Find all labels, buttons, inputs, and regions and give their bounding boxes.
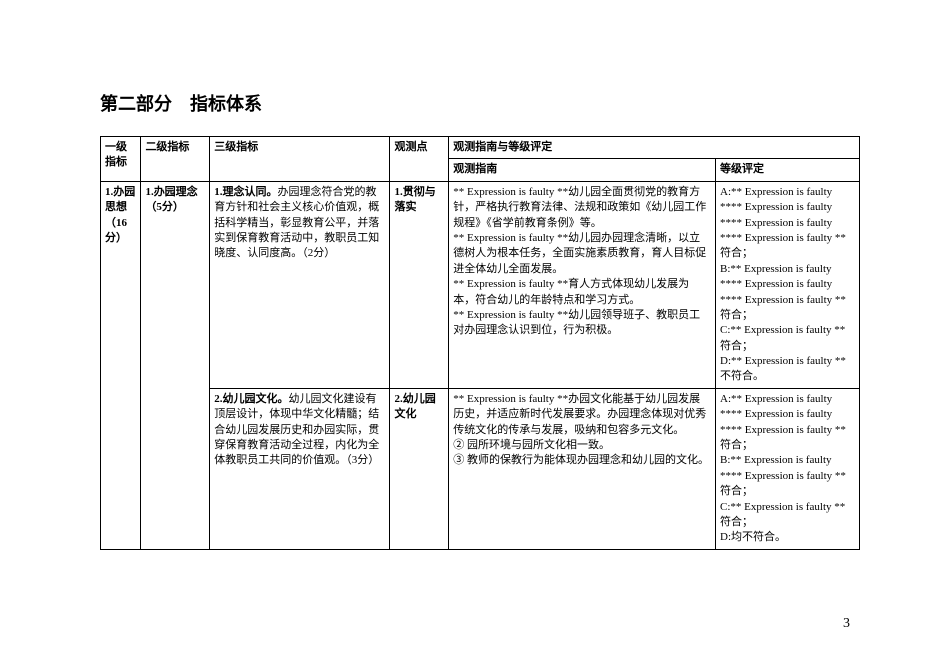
header-l2: 二级指标: [141, 137, 210, 182]
header-guide: 观测指南: [449, 159, 716, 181]
header-l1: 一级指标: [101, 137, 141, 182]
cell-grade-2: A:** Expression is faulty **** Expressio…: [716, 388, 860, 549]
cell-l3-2: 2.幼儿园文化。幼儿园文化建设有顶层设计，体现中华文化精髓；结合幼儿园发展历史和…: [210, 388, 390, 549]
page-number: 3: [843, 616, 850, 632]
indicator-table: 一级指标 二级指标 三级指标 观测点 观测指南与等级评定 观测指南 等级评定 1…: [100, 136, 860, 550]
cell-guide-2: ** Expression is faulty **办园文化能基于幼儿园发展历史…: [449, 388, 716, 549]
cell-obs-2: 2.幼儿园文化: [390, 388, 449, 549]
page-title: 第二部分 指标体系: [100, 90, 860, 116]
cell-l3-1: 1.理念认同。办园理念符合党的教育方针和社会主义核心价值观，概括科学精当，彰显教…: [210, 181, 390, 388]
header-l3: 三级指标: [210, 137, 390, 182]
header-guide-group: 观测指南与等级评定: [449, 137, 860, 159]
header-grade: 等级评定: [716, 159, 860, 181]
cell-guide-1: ** Expression is faulty **幼儿园全面贯彻党的教育方针，…: [449, 181, 716, 388]
header-obs: 观测点: [390, 137, 449, 182]
cell-obs-1: 1.贯彻与落实: [390, 181, 449, 388]
cell-l2: 1.办园理念（5分）: [141, 181, 210, 549]
cell-l1: 1.办园思想（16分）: [101, 181, 141, 549]
cell-grade-1: A:** Expression is faulty **** Expressio…: [716, 181, 860, 388]
